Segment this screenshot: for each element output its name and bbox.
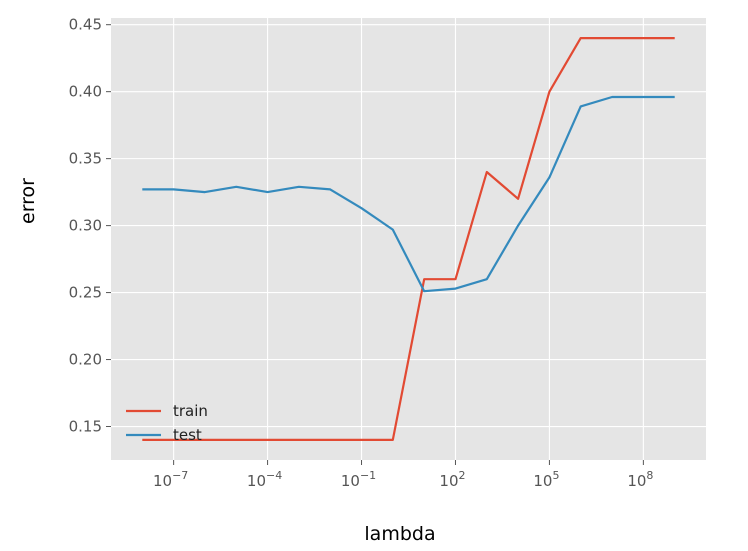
x-tick-exponent: 8 xyxy=(646,469,653,482)
x-tick-base: 10 xyxy=(533,472,552,490)
x-tick-exponent: −7 xyxy=(172,469,188,482)
legend: train test xyxy=(126,402,208,444)
series-layer xyxy=(142,36,675,441)
x-tick-label: 10−7 xyxy=(153,469,188,490)
y-tick-label: 0.45 xyxy=(69,16,102,34)
x-tick-exponent: 2 xyxy=(459,469,466,482)
y-tick-label: 0.40 xyxy=(69,83,102,101)
x-tick-label: 102 xyxy=(439,469,465,490)
grid xyxy=(111,18,706,460)
legend-label-train: train xyxy=(173,402,208,420)
x-tick-base: 10 xyxy=(439,472,458,490)
y-tick-label: 0.35 xyxy=(69,150,102,168)
x-tick-base: 10 xyxy=(341,472,360,490)
x-tick-base: 10 xyxy=(247,472,266,490)
x-tick-label: 10−1 xyxy=(341,469,376,490)
series-line-train xyxy=(142,36,675,441)
y-axis: 0.15 0.20 0.25 0.30 0.35 0.40 0.45 xyxy=(69,16,111,436)
x-axis: 10−7 10−4 10−1 102 105 108 xyxy=(153,460,653,490)
x-axis-label: lambda xyxy=(364,523,435,545)
series-line-test xyxy=(142,95,675,293)
y-tick-label: 0.20 xyxy=(69,351,102,369)
x-tick-label: 10−4 xyxy=(247,469,282,490)
y-axis-label: error xyxy=(17,178,39,224)
plot-background xyxy=(111,18,706,460)
x-tick-label: 105 xyxy=(533,469,559,490)
y-tick-label: 0.15 xyxy=(69,418,102,436)
x-tick-base: 10 xyxy=(153,472,172,490)
x-tick-label: 108 xyxy=(627,469,653,490)
x-tick-exponent: −1 xyxy=(360,469,376,482)
y-tick-label: 0.25 xyxy=(69,284,102,302)
x-tick-exponent: −4 xyxy=(266,469,282,482)
x-tick-exponent: 5 xyxy=(552,469,559,482)
legend-label-test: test xyxy=(173,426,202,444)
x-tick-base: 10 xyxy=(627,472,646,490)
y-tick-label: 0.30 xyxy=(69,217,102,235)
